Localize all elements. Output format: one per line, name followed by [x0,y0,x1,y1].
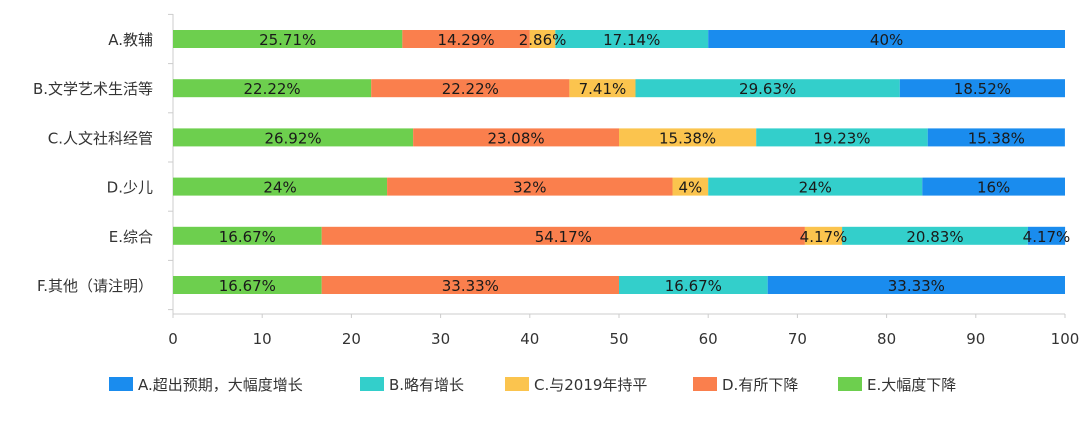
data-label: 15.38% [659,129,716,147]
legend-swatch [505,377,529,391]
bar-segment [708,177,923,196]
bar-segment [756,128,928,147]
data-label: 16.67% [219,228,276,246]
category-label: C.人文社科经管 [48,129,153,147]
legend-swatch [109,377,133,391]
bar-segment [321,276,619,294]
data-label: 33.33% [442,277,499,295]
legend-label: C.与2019年持平 [534,376,647,394]
bar-segment [173,276,322,294]
data-label: 16% [977,179,1010,197]
bar-segment [413,128,619,147]
data-label: 7.41% [579,80,627,98]
bar-segment [555,30,709,48]
x-tick-label: 50 [609,330,628,348]
bar-segment [173,30,403,48]
legend-label: A.超出预期，大幅度增长 [138,376,303,394]
bar-segment [804,226,843,245]
category-label: E.综合 [109,228,153,246]
bar-segment [842,226,1028,245]
x-tick-label: 10 [253,330,272,348]
data-label: 18.52% [954,80,1011,98]
x-tick-label: 30 [431,330,450,348]
category-label: F.其他（请注明） [37,277,153,295]
bar-segment [173,79,372,98]
x-tick-label: 0 [168,330,178,348]
legend-label: B.略有增长 [389,376,464,394]
x-tick-label: 100 [1051,330,1080,348]
data-label: 23.08% [487,129,544,147]
data-label: 54.17% [535,228,592,246]
bar-segment [173,128,414,147]
bar-segment [173,226,322,245]
x-tick-label: 80 [877,330,896,348]
bar-segment [569,79,636,98]
data-label: 26.92% [264,129,321,147]
data-label: 14.29% [437,31,494,49]
data-label: 17.14% [603,31,660,49]
data-label: 4% [678,179,702,197]
legend-swatch [693,377,717,391]
data-label: 25.71% [259,31,316,49]
x-tick-label: 70 [788,330,807,348]
data-label: 24% [263,179,296,197]
x-tick-label: 60 [699,330,718,348]
bar-segment [619,128,757,147]
data-label: 33.33% [888,277,945,295]
bar-segment [767,276,1065,294]
legend-label: E.大幅度下降 [867,376,956,394]
bar-segment [371,79,570,98]
bar-segment [173,177,388,196]
data-label: 22.22% [442,80,499,98]
category-label: D.少儿 [107,179,153,197]
data-label: 19.23% [813,129,870,147]
category-label: A.教辅 [108,31,153,49]
bar-segment [672,177,709,196]
data-label: 15.38% [968,129,1025,147]
x-axis: 0 10 20 30 40 50 60 70 80 90 100 [168,313,1080,348]
y-axis: A.教辅 B.文学艺术生活等 C.人文社科经管 D.少儿 E.综合 F.其他（请注明） [33,14,174,314]
bar-segment [321,226,805,245]
data-label: 4.17% [1023,228,1071,246]
bar-segment [1027,226,1066,245]
data-label: 16.67% [219,277,276,295]
data-label: 29.63% [739,80,796,98]
data-label: 40% [870,31,903,49]
category-separators [168,13,173,311]
x-tick-label: 90 [966,330,985,348]
bar-segment [922,177,1065,196]
bar-segment [402,30,530,48]
bar-segment [635,79,900,98]
bar-segment [387,177,673,196]
legend-swatch [838,377,862,391]
data-label: 16.67% [665,277,722,295]
data-label: 4.17% [800,228,848,246]
bar-segment [529,30,556,48]
bar-segment [708,30,1065,48]
data-label: 32% [513,179,546,197]
data-label: 2.86% [519,31,567,49]
x-tick-label: 40 [520,330,539,348]
bar-segment [927,128,1065,147]
bars: 25.71% 14.29% 2.86% 17.14% 40% 22.22% 22.22% 7.… [173,30,1070,295]
data-label: 20.83% [906,228,963,246]
legend-label: D.有所下降 [722,376,798,394]
data-label: 22.22% [243,80,300,98]
legend-swatch [360,377,384,391]
category-label: B.文学艺术生活等 [33,80,153,98]
bar-segment [619,276,768,294]
data-label: 24% [799,179,832,197]
x-tick-label: 20 [342,330,361,348]
legend: A.超出预期，大幅度增长 B.略有增长 C.与2019年持平 D.有所下降 E.大幅度下… [109,376,956,394]
bar-segment [899,79,1065,98]
